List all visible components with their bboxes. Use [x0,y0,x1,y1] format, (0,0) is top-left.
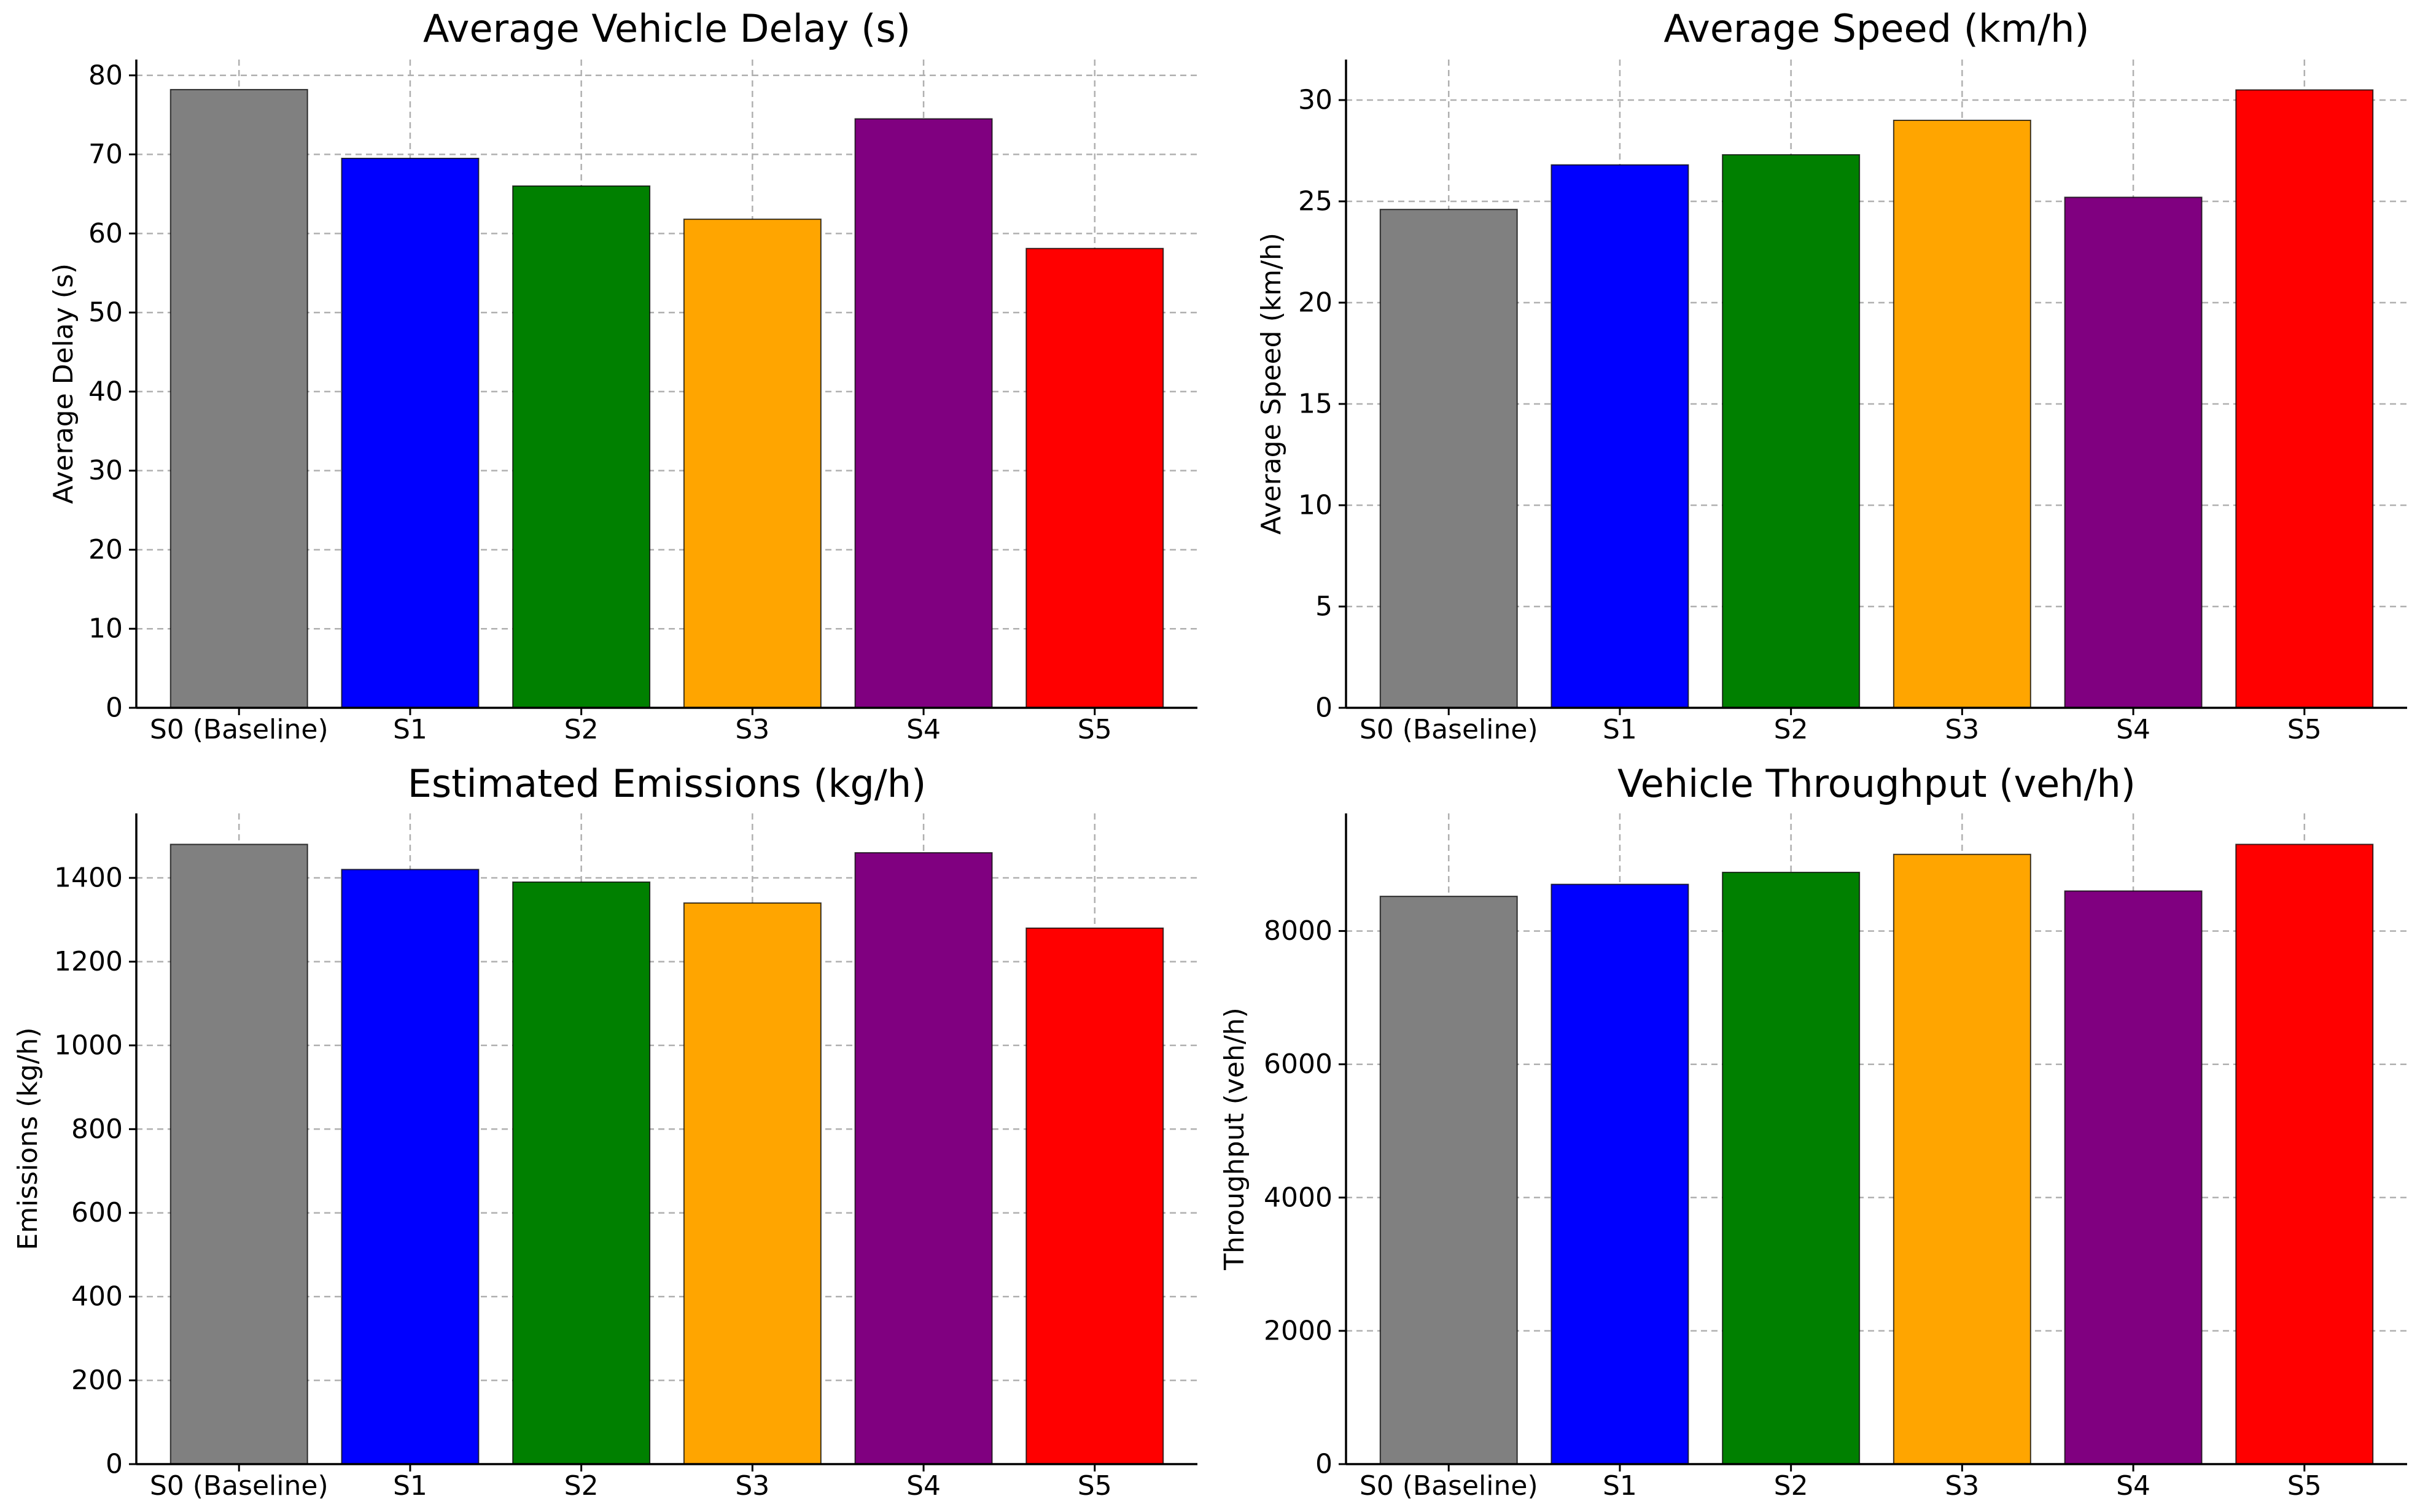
throughput-bar-s5 [2235,843,2374,1465]
y-tick-label: 4000 [1264,1182,1333,1213]
delay-bar-s0-baseline [169,88,308,708]
delay-bar-s2 [512,185,651,708]
x-tick-label: S1 [1603,1470,1637,1502]
y-tick-label: 2000 [1264,1315,1333,1346]
emissions-chart: 0 200 400 600 800 1000 1200 1400 S0 (Baseline) S1… [12,761,1197,1502]
y-tick-label: 15 [1298,389,1333,420]
x-tick-label: S3 [735,1470,769,1502]
speed-chart-title: Average Speed (km/h) [1663,6,2089,51]
x-tick-label: S3 [1945,1470,1979,1502]
speed-bars [1379,89,2374,709]
x-tick-label: S4 [906,1470,941,1502]
x-tick-label: S0 (Baseline) [150,714,329,745]
x-tick-label: S1 [393,714,427,745]
x-tick-label: S1 [1603,714,1637,745]
y-tick-label: 20 [1298,287,1333,319]
x-tick-label: S1 [393,1470,427,1502]
emissions-bar-s3 [683,902,822,1465]
throughput-y-axis-label: Throughput (veh/h) [1219,1007,1250,1271]
speed-bar-s4 [2064,196,2203,708]
y-tick-label: 70 [88,139,123,170]
emissions-bar-s0-baseline [169,843,308,1465]
x-tick-label: S4 [906,714,941,745]
speed-bar-s2 [1722,154,1861,709]
delay-bar-s4 [854,118,993,708]
x-tick-label: S2 [1774,714,1808,745]
y-tick-label: 6000 [1264,1049,1333,1080]
y-tick-label: 20 [88,534,123,565]
emissions-bar-s1 [341,869,480,1465]
x-tick-label: S3 [735,714,769,745]
x-tick-label: S5 [1078,714,1112,745]
y-tick-label: 5 [1315,591,1333,622]
y-tick-label: 10 [1298,490,1333,521]
speed-bar-s3 [1893,120,2031,708]
x-tick-label: S5 [2287,1470,2322,1502]
emissions-bar-s5 [1025,927,1164,1465]
delay-bar-s5 [1025,247,1164,709]
y-tick-label: 25 [1298,186,1333,217]
x-tick-label: S0 (Baseline) [1360,714,1538,745]
x-tick-label: S2 [564,1470,599,1502]
emissions-y-axis-label: Emissions (kg/h) [12,1027,44,1250]
throughput-bars [1379,843,2374,1465]
emissions-chart-title: Estimated Emissions (kg/h) [408,761,927,806]
speed-bar-s0-baseline [1379,209,1518,708]
x-tick-label: S5 [2287,714,2322,745]
delay-y-axis-label: Average Delay (s) [48,263,79,504]
y-tick-label: 1000 [54,1029,123,1061]
y-tick-label: 0 [1315,1449,1333,1480]
y-tick-label: 80 [88,60,123,91]
y-tick-label: 400 [71,1281,123,1312]
throughput-bar-s4 [2064,890,2203,1465]
delay-chart-title: Average Vehicle Delay (s) [423,6,911,51]
y-tick-label: 0 [106,692,123,724]
x-tick-label: S2 [564,714,599,745]
y-tick-label: 800 [71,1114,123,1145]
throughput-chart: 0 2000 4000 6000 8000 S0 (Baseline) S1 S2 S3 S4 S5… [1219,761,2407,1502]
speed-chart: 0 5 10 15 20 25 30 S0 (Baseline) S1 S2 S3 S4 S5 Avera… [1256,6,2407,745]
throughput-bar-s3 [1893,853,2031,1465]
x-tick-label: S4 [2116,1470,2150,1502]
y-tick-label: 1200 [54,946,123,977]
y-tick-label: 1400 [54,863,123,894]
y-tick-label: 40 [88,376,123,407]
y-tick-label: 60 [88,218,123,249]
delay-bar-s1 [341,157,480,709]
y-tick-label: 0 [1315,692,1333,724]
y-tick-label: 10 [88,613,123,645]
x-tick-label: S5 [1078,1470,1112,1502]
delay-bar-s3 [683,219,822,708]
x-tick-label: S2 [1774,1470,1808,1502]
emissions-bars [169,843,1164,1465]
y-tick-label: 200 [71,1365,123,1396]
y-tick-label: 8000 [1264,915,1333,947]
x-tick-label: S0 (Baseline) [1360,1470,1538,1502]
y-tick-label: 30 [1298,85,1333,116]
delay-chart: 0 10 20 30 40 50 60 70 80 S0 (Baseline) S1 S2 S3 S4 S5… [48,6,1197,745]
speed-bar-s1 [1550,164,1689,709]
x-tick-label: S3 [1945,714,1979,745]
y-tick-label: 30 [88,455,123,486]
speed-y-axis-label: Average Speed (km/h) [1256,233,1287,535]
throughput-bar-s1 [1550,883,1689,1465]
x-tick-label: S4 [2116,714,2150,745]
delay-bars [169,88,1164,709]
emissions-bar-s2 [512,881,651,1465]
emissions-bar-s4 [854,852,993,1465]
y-tick-label: 600 [71,1197,123,1228]
throughput-bar-s2 [1722,872,1861,1465]
throughput-bar-s0-baseline [1379,896,1518,1465]
y-tick-label: 0 [106,1449,123,1480]
y-tick-label: 50 [88,297,123,328]
throughput-chart-title: Vehicle Throughput (veh/h) [1617,761,2136,806]
speed-bar-s5 [2235,89,2374,708]
x-tick-label: S0 (Baseline) [150,1470,329,1502]
